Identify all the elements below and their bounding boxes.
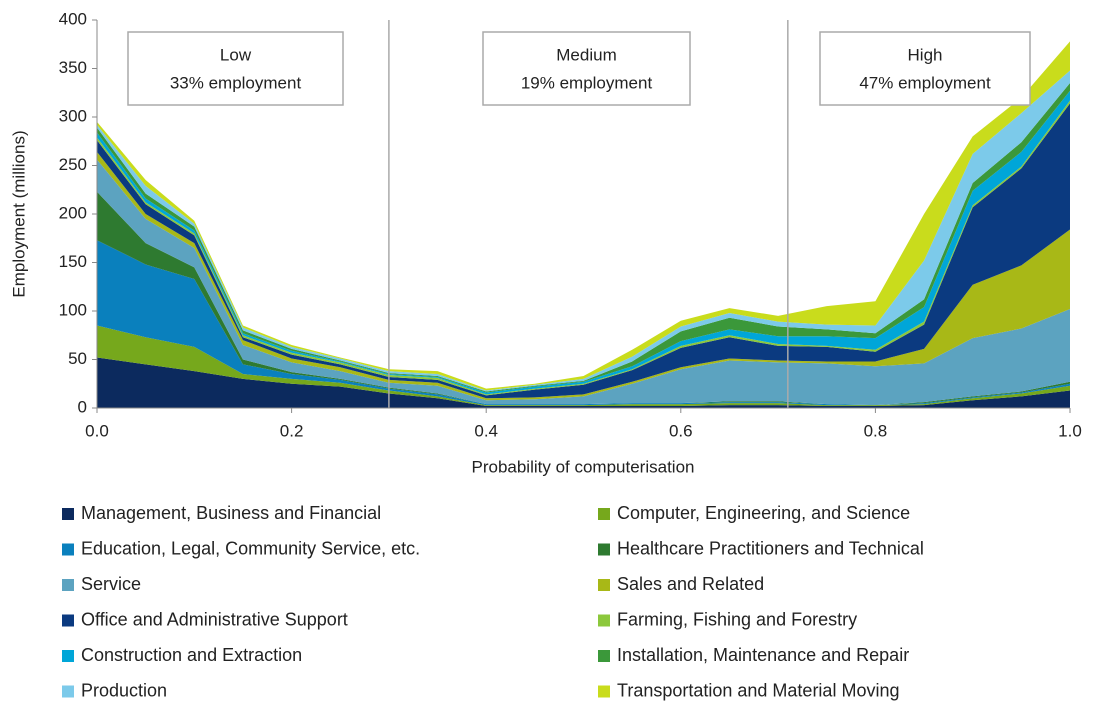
legend-swatch: [598, 543, 610, 556]
legend-swatch: [62, 650, 74, 662]
legend-label: Office and Administrative Support: [81, 609, 348, 629]
y-tick-label: 100: [59, 300, 87, 319]
legend-swatch: [62, 579, 74, 591]
y-axis-title: Employment (millions): [9, 130, 28, 297]
x-tick-label: 0.2: [280, 421, 304, 440]
legend-swatch: [62, 543, 74, 556]
annotation-text: 47% employment: [859, 73, 991, 92]
legend-label: Service: [81, 574, 141, 594]
y-tick-label: 50: [68, 349, 87, 368]
x-tick-label: 0.0: [85, 421, 109, 440]
x-axis-title: Probability of computerisation: [471, 457, 694, 476]
y-tick-label: 0: [78, 397, 87, 416]
y-tick-label: 150: [59, 252, 87, 271]
legend-label: Transportation and Material Moving: [617, 680, 899, 700]
y-tick-label: 300: [59, 106, 87, 125]
area: [97, 325, 1070, 407]
x-tick-label: 0.6: [669, 421, 693, 440]
legend-swatch: [62, 614, 74, 627]
legend-swatch: [598, 650, 610, 662]
legend-swatch: [62, 508, 74, 520]
x-tick-label: 0.4: [474, 421, 498, 440]
annotation-text: 33% employment: [170, 73, 302, 92]
annotation-title: Low: [220, 45, 252, 64]
legend-label: Education, Legal, Community Service, etc…: [81, 538, 420, 558]
legend-label: Computer, Engineering, and Science: [617, 503, 910, 523]
area: [97, 357, 1070, 408]
annotation-box: [482, 31, 691, 106]
x-tick-label: 1.0: [1058, 421, 1082, 440]
annotation-box: [127, 31, 344, 106]
annotation-title: Medium: [556, 45, 616, 64]
x-tick-label: 0.8: [864, 421, 888, 440]
legend-label: Farming, Fishing and Forestry: [617, 609, 857, 629]
legend-swatch: [598, 508, 610, 520]
legend-label: Production: [81, 680, 167, 700]
area: [97, 159, 1070, 406]
annotation-text: 19% employment: [521, 73, 653, 92]
legend-swatch: [598, 614, 610, 627]
annotation-title: High: [908, 45, 943, 64]
legend-swatch: [62, 685, 74, 698]
y-tick-label: 200: [59, 203, 87, 222]
legend-label: Construction and Extraction: [81, 645, 302, 665]
y-tick-label: 350: [59, 58, 87, 77]
annotation-box: [819, 31, 1031, 106]
legend-swatch: [598, 579, 610, 591]
legend-label: Healthcare Practitioners and Technical: [617, 538, 924, 558]
legend-label: Sales and Related: [617, 574, 764, 594]
legend-swatch: [598, 685, 610, 698]
y-tick-label: 400: [59, 9, 87, 28]
legend-label: Management, Business and Financial: [81, 503, 381, 523]
legend-label: Installation, Maintenance and Repair: [617, 645, 909, 665]
y-tick-label: 250: [59, 155, 87, 174]
